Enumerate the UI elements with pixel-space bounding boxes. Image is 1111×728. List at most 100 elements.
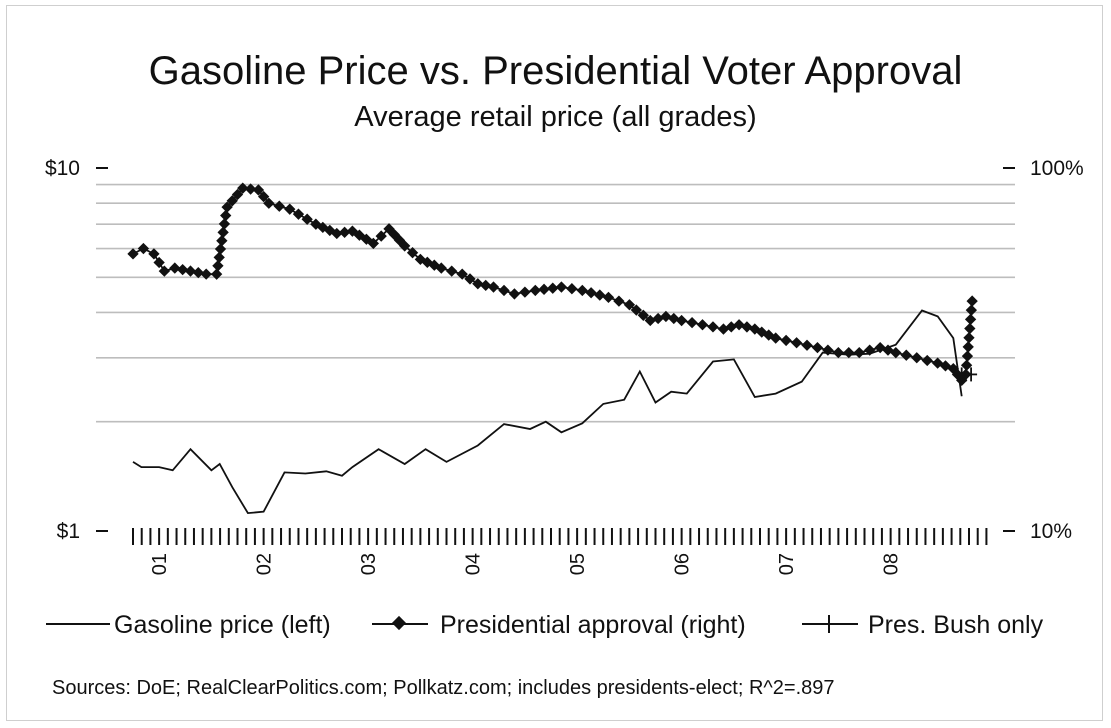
approval-point [822,344,834,356]
approval-point [668,312,680,325]
approval-point [686,316,698,329]
approval-point [273,200,285,212]
approval-point [547,282,559,294]
approval-point [200,268,212,280]
approval-point [214,243,227,255]
approval-point [864,344,876,356]
approval-point [212,260,224,272]
x-axis: 01 02 03 04 05 06 07 08 [132,528,988,575]
approval-point [338,226,351,238]
approval-point [226,195,238,207]
approval-point [555,281,568,293]
approval-point [216,235,228,247]
approval-point [921,354,933,367]
approval-point [733,319,745,331]
legend: Gasoline price (left) Presidential appro… [46,611,1044,639]
approval-point [446,265,458,277]
approval-point [801,339,813,351]
approval-point [292,208,305,220]
approval-point [890,347,902,359]
approval-point [790,337,803,349]
approval-point [508,288,521,300]
approval-point [961,350,974,362]
approval-point [613,295,625,307]
approval-point [964,322,976,335]
approval-point [962,341,974,353]
approval-point [158,265,170,277]
x-year-label: 08 [881,553,903,575]
x-year-label: 02 [254,553,276,575]
approval-point [435,262,447,274]
approval-point [472,278,484,290]
approval-point [218,218,231,230]
approval-point [153,256,165,269]
approval-point [406,247,419,259]
approval-point [367,237,380,250]
approval-point [911,352,923,364]
series-line-0 [132,309,963,515]
approval-point [780,334,792,347]
plot-area [127,182,978,515]
x-year-label: 04 [463,553,485,575]
x-year-label: 01 [149,553,171,575]
right-tick-label: 100% [1030,157,1084,180]
approval-point [263,197,275,209]
approval-point [480,279,492,292]
approval-point [137,242,150,255]
approval-point [707,321,719,333]
chart-frame [6,5,1103,721]
right-tick-label: 10% [1030,520,1072,543]
approval-point [696,319,709,331]
approval-point [811,341,824,354]
approval-point [519,286,531,298]
legend-bush-label: Pres. Bush only [868,611,1044,639]
approval-point [220,209,232,222]
sources-note: Sources: DoE; RealClearPolitics.com; Pol… [52,677,835,699]
legend-approval-label: Presidential approval (right) [440,611,746,639]
approval-point [210,268,223,280]
approval-point [966,295,978,307]
approval-point [843,346,855,359]
approval-point [192,266,204,279]
approval-point [566,283,578,295]
approval-point [965,304,978,316]
approval-point [284,203,296,215]
x-year-label: 05 [567,553,589,575]
approval-point [399,240,411,252]
approval-point [127,248,139,260]
approval-point [176,263,189,276]
approval-point [464,273,476,285]
approval-point [853,346,865,359]
approval-point [741,321,753,333]
chart-title: Gasoline Price vs. Presidential Voter Ap… [148,49,963,93]
approval-point [301,213,313,225]
approval-point [576,284,588,297]
approval-point [148,248,160,260]
left-tick-label: $10 [45,157,80,180]
approval-point [538,283,550,295]
approval-point [585,287,597,299]
gridlines [96,183,1015,423]
chart-subtitle: Average retail price (all grades) [354,101,757,133]
approval-point [602,291,615,304]
approval-point [231,188,244,201]
approval-point [252,184,265,196]
approval-point [217,226,229,238]
approval-point [964,313,977,326]
legend-gas-label: Gasoline price (left) [114,611,331,639]
left-tick-label: $1 [57,520,80,543]
approval-point [529,284,541,297]
x-year-label: 03 [358,553,380,575]
approval-point [960,359,973,371]
approval-point [900,349,912,361]
approval-point [221,201,233,213]
legend-approval-diamond [391,615,407,631]
approval-point [169,262,181,274]
approval-point [675,314,688,327]
x-year-label: 06 [672,553,694,575]
x-year-label: 07 [776,553,798,575]
approval-point [832,346,845,359]
approval-point [331,227,343,240]
y-axes: $10 100% $1 10% [45,157,1084,543]
